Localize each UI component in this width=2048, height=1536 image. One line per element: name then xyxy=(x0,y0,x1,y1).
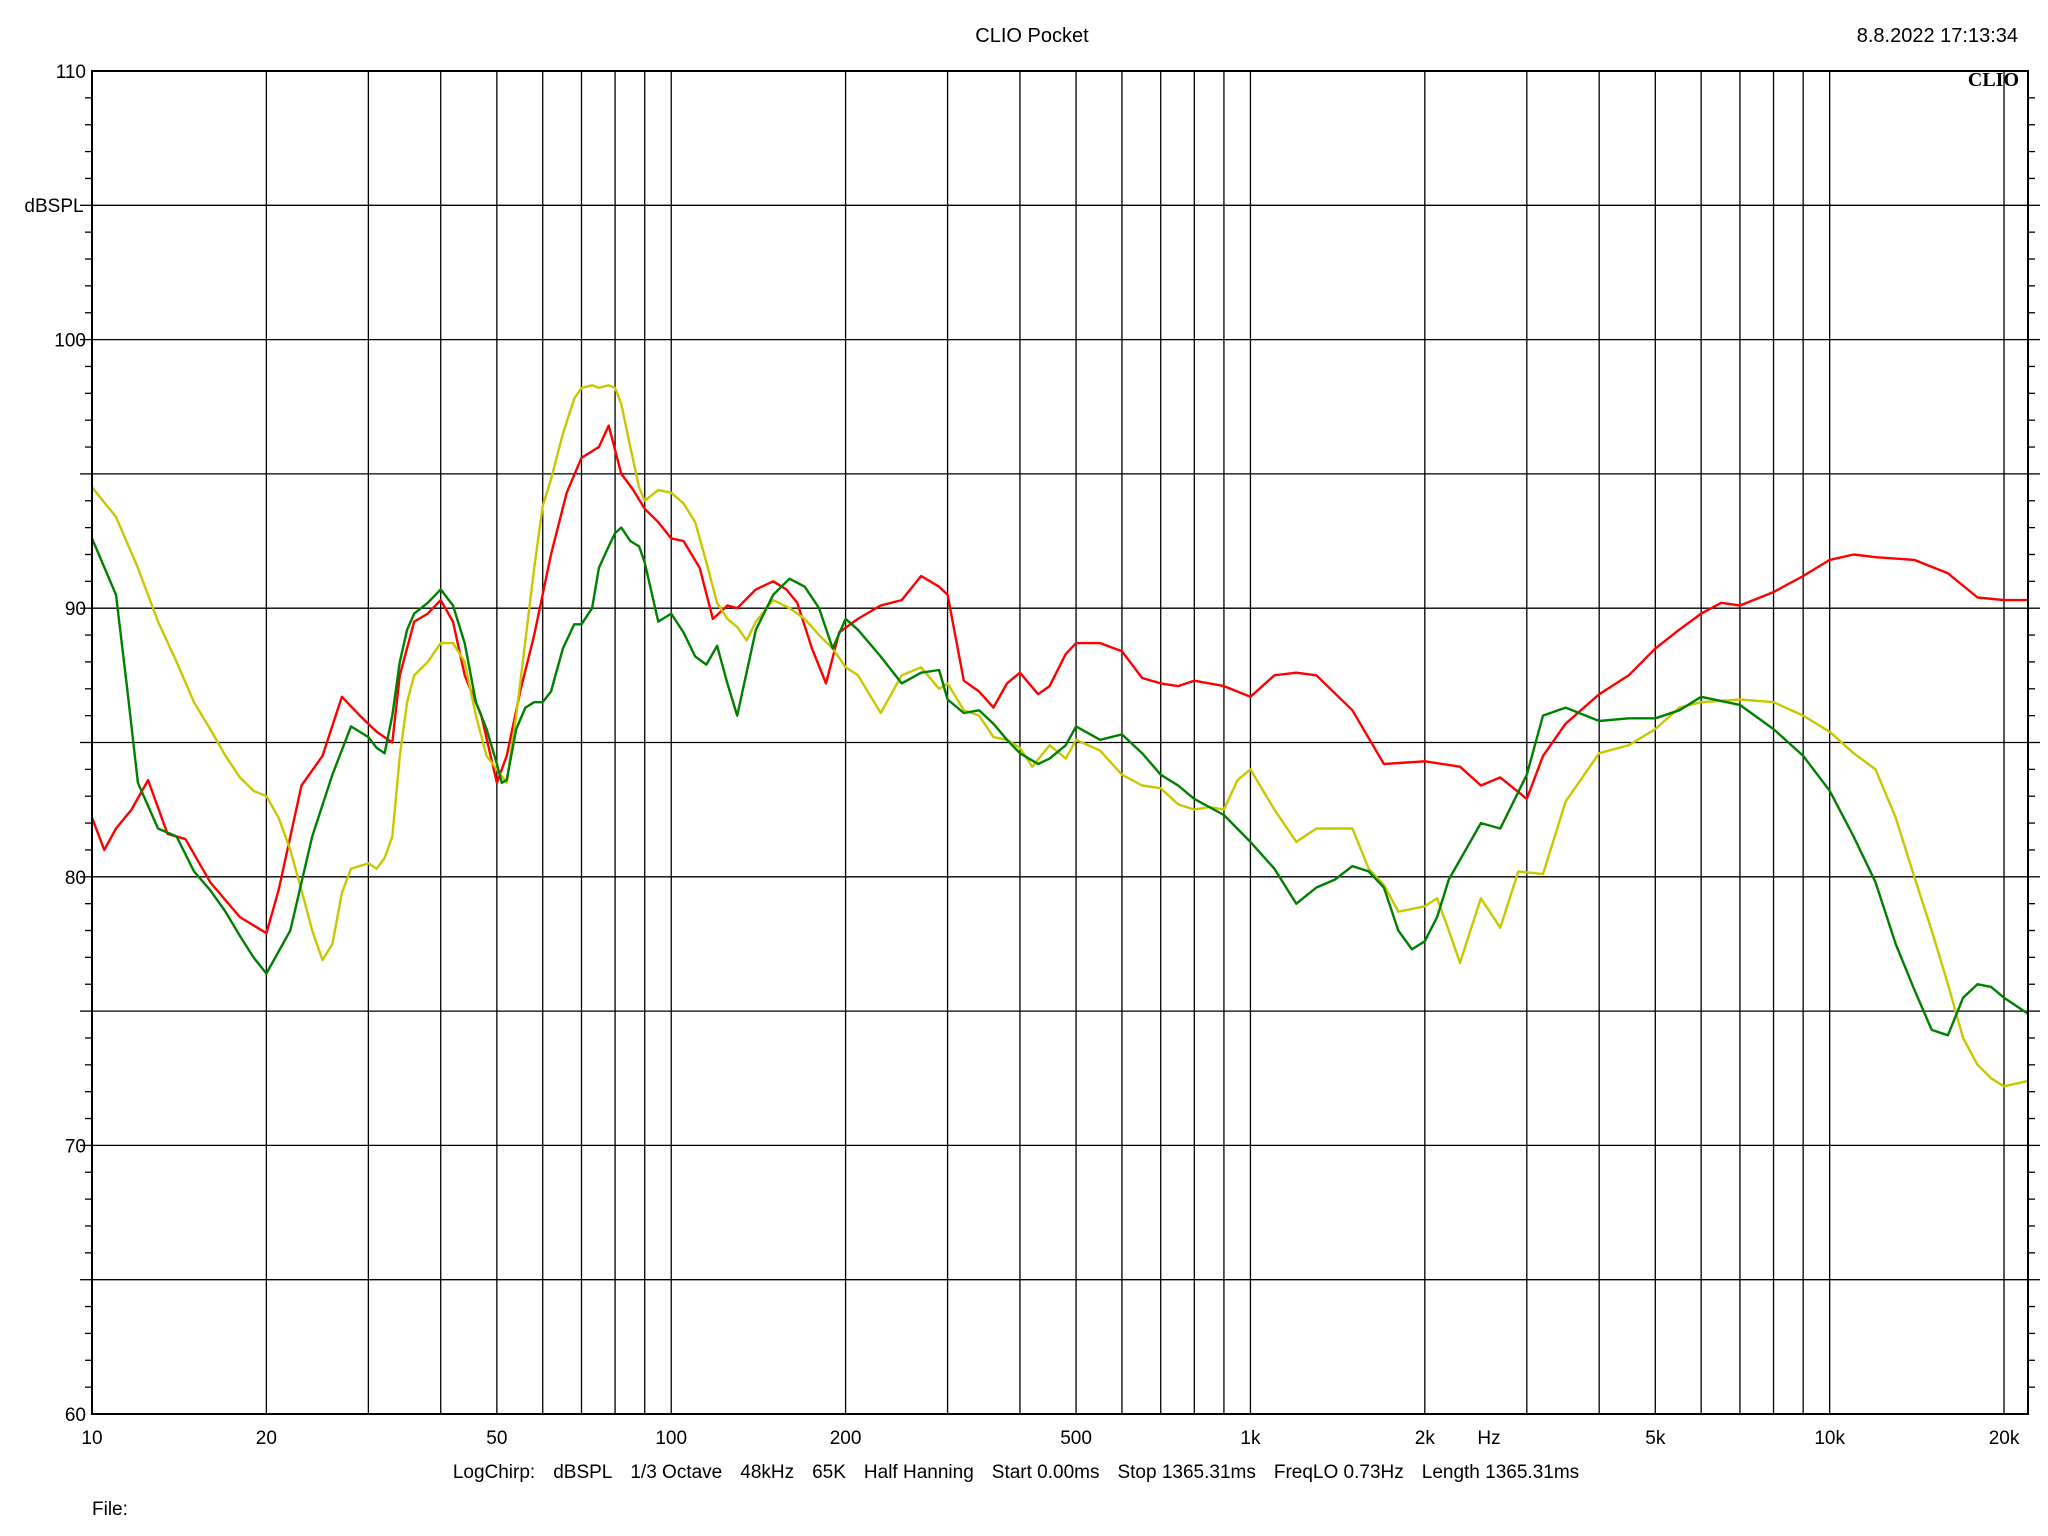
setting-item: LogChirp: xyxy=(453,1462,535,1483)
x-axis-unit-label: Hz xyxy=(1477,1428,1500,1449)
file-label: File: xyxy=(92,1499,128,1520)
series-line-2 xyxy=(91,384,2029,1088)
setting-item: Stop 1365.31ms xyxy=(1117,1462,1255,1483)
y-tick-label: 60 xyxy=(65,1405,86,1426)
grid-lines xyxy=(80,71,2040,1414)
y-tick-label: 110 xyxy=(56,62,86,83)
x-tick-label: 50 xyxy=(486,1428,507,1449)
setting-item: 1/3 Octave xyxy=(630,1462,722,1483)
setting-item: dBSPL xyxy=(553,1462,612,1483)
series-line-1 xyxy=(90,424,2028,935)
x-tick-labels: 10 20 50 100 200 500 1k 2k 5k 10k 20k xyxy=(81,1428,2019,1449)
chart-title: CLIO Pocket xyxy=(975,25,1089,47)
y-tick-label: 70 xyxy=(65,1136,86,1157)
series-line-3 xyxy=(90,526,2029,1037)
plot-frame xyxy=(91,70,2029,1415)
y-tick-label: 90 xyxy=(65,599,86,620)
data-series xyxy=(90,384,2029,1088)
y-tick-labels: 60 70 80 90 100 110 xyxy=(54,62,86,1426)
setting-item: 65K xyxy=(812,1462,846,1483)
clio-logo: CLIO xyxy=(1968,69,2019,91)
x-tick-label: 5k xyxy=(1645,1428,1666,1449)
setting-item: Length 1365.31ms xyxy=(1422,1462,1579,1483)
measurement-settings: LogChirp: dBSPL 1/3 Octave 48kHz 65K Half Han… xyxy=(453,1462,1579,1483)
x-tick-label: 100 xyxy=(655,1428,687,1449)
setting-item: Start 0.00ms xyxy=(992,1462,1100,1483)
setting-item: 48kHz xyxy=(740,1462,794,1483)
x-tick-label: 2k xyxy=(1415,1428,1436,1449)
x-tick-label: 20k xyxy=(1989,1428,2020,1449)
x-tick-label: 1k xyxy=(1240,1428,1261,1449)
x-tick-label: 200 xyxy=(830,1428,862,1449)
x-tick-label: 500 xyxy=(1060,1428,1092,1449)
x-tick-label: 20 xyxy=(256,1428,277,1449)
x-tick-label: 10 xyxy=(81,1428,102,1449)
y-tick-label: 100 xyxy=(54,331,86,352)
setting-item: Half Hanning xyxy=(864,1462,974,1483)
setting-item: FreqLO 0.73Hz xyxy=(1274,1462,1404,1483)
y-tick-label: 80 xyxy=(65,868,86,889)
y-axis-unit-label: dBSPL xyxy=(24,196,83,217)
timestamp: 8.8.2022 17:13:34 xyxy=(1857,25,2018,47)
x-tick-label: 10k xyxy=(1814,1428,1845,1449)
